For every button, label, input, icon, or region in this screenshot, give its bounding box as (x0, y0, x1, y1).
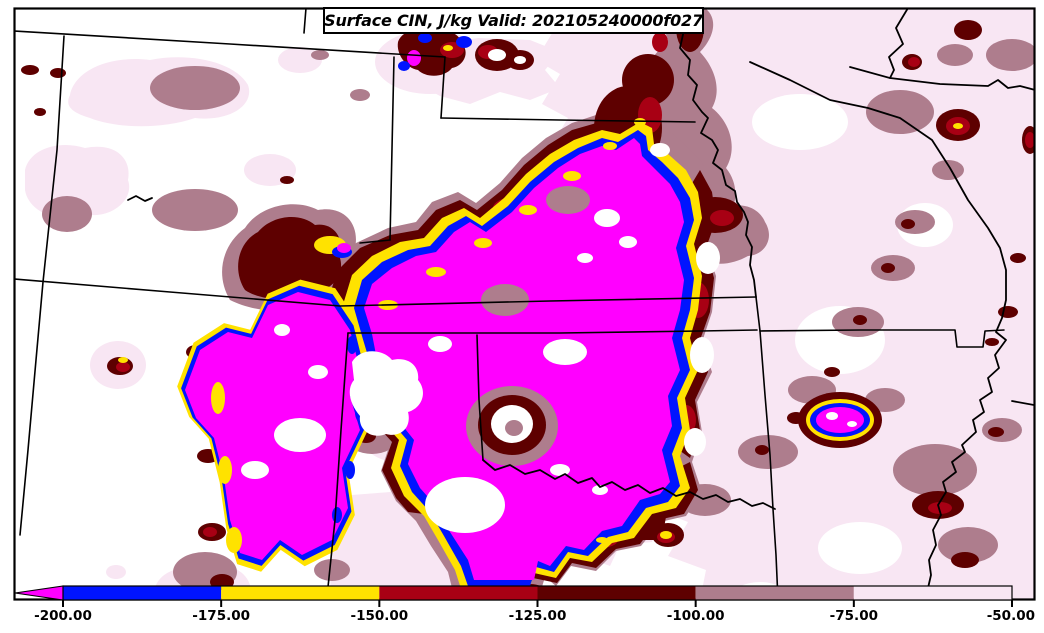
state-border-line (347, 329, 758, 334)
colorbar-segment (853, 586, 1012, 600)
state-border-line (440, 117, 696, 123)
contour-yellow-pips (118, 45, 963, 553)
colorbar-segment (537, 586, 696, 600)
colorbar-segment (63, 586, 222, 600)
colorbar-arrow (14, 585, 64, 601)
colorbar-segment (379, 586, 538, 600)
chart-title-box: Surface CIN, J/kg Valid: 202105240000f02… (323, 7, 704, 34)
river-lines (127, 9, 1034, 589)
chart-title: Surface CIN, J/kg Valid: 202105240000f02… (324, 11, 703, 30)
colorbar-segment (221, 586, 380, 600)
state-border-line (15, 278, 757, 307)
missouri-river-line (677, 9, 757, 298)
contour-eye-feature (466, 186, 590, 466)
colorbar (14, 585, 1013, 607)
mississippi-river-line (749, 61, 1007, 589)
state-border-line (19, 35, 65, 536)
state-border-river-line (849, 66, 1034, 91)
state-borders (15, 9, 1005, 600)
state-border-line (303, 9, 307, 34)
state-border-line (389, 56, 395, 241)
state-border-line (15, 30, 446, 58)
state-border-line (759, 329, 1005, 348)
red-river-line (482, 459, 776, 510)
state-border-line (359, 239, 391, 244)
state-border-line (440, 56, 446, 119)
state-border-line (476, 334, 484, 461)
colorbar-segment (695, 586, 854, 600)
river-line (888, 9, 909, 79)
contour-field (15, 9, 1034, 600)
contour-white-holes (241, 49, 857, 533)
state-border-line (327, 332, 349, 588)
river-line (1011, 400, 1034, 406)
small-river-mark (127, 195, 153, 202)
